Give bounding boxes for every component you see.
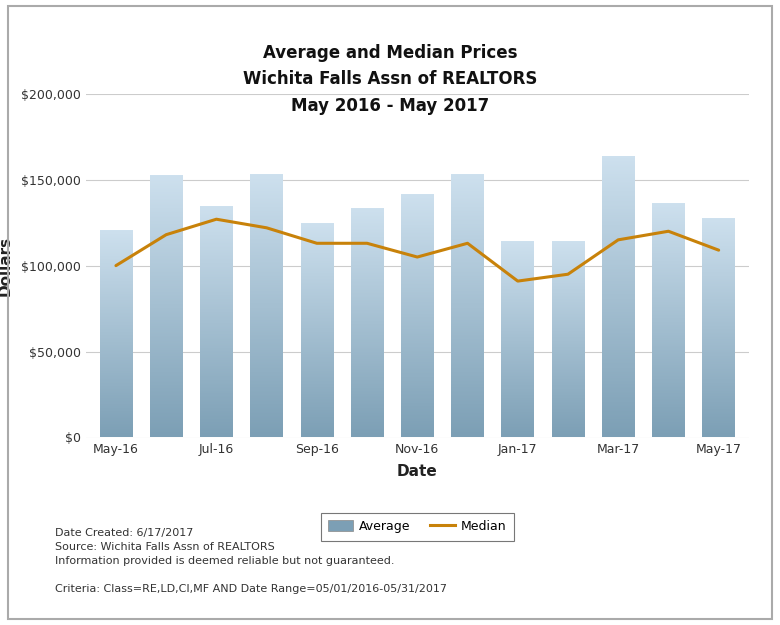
Y-axis label: Dollars: Dollars <box>0 236 12 296</box>
Text: Average and Median Prices
Wichita Falls Assn of REALTORS
May 2016 - May 2017: Average and Median Prices Wichita Falls … <box>243 44 537 114</box>
Text: Date Created: 6/17/2017
Source: Wichita Falls Assn of REALTORS
Information provi: Date Created: 6/17/2017 Source: Wichita … <box>55 528 447 594</box>
Legend: Average, Median: Average, Median <box>321 512 514 541</box>
X-axis label: Date: Date <box>397 464 438 479</box>
